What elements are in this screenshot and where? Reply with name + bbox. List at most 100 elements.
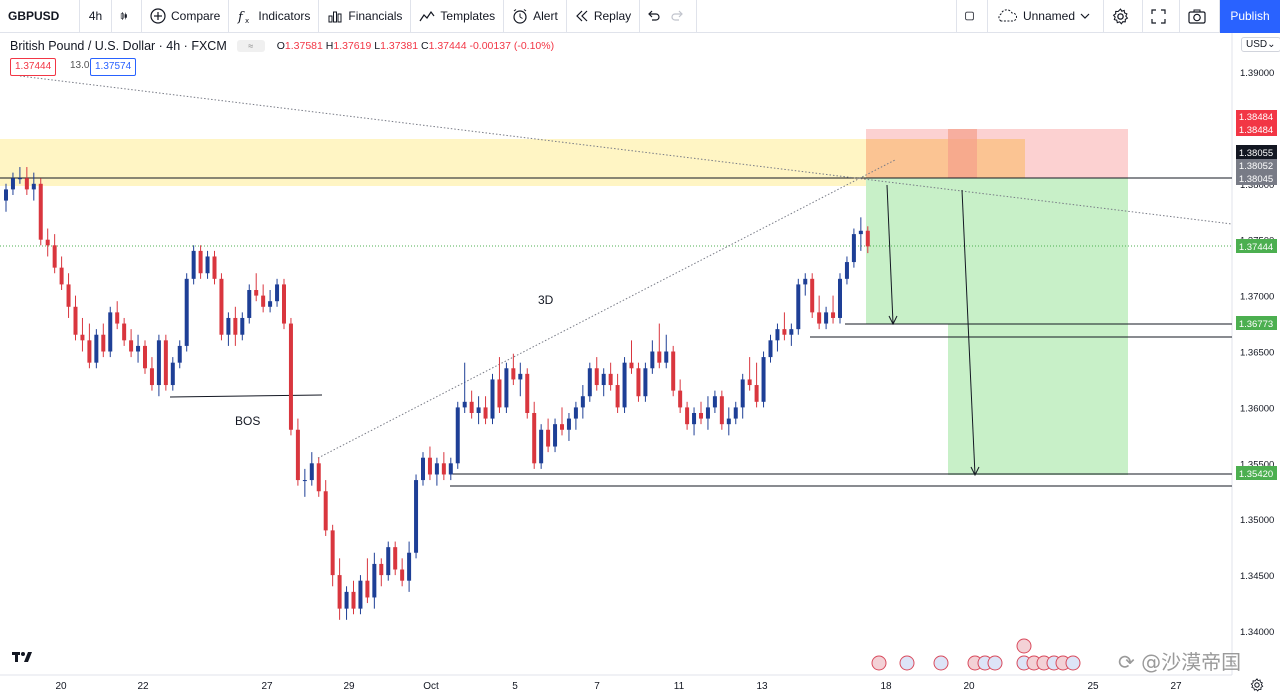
candle-body bbox=[865, 230, 870, 247]
candle-body bbox=[671, 351, 676, 391]
candle-body bbox=[372, 563, 377, 598]
candle-body bbox=[824, 312, 829, 324]
candle-body bbox=[441, 463, 446, 475]
time-axis[interactable]: 20 22 27 29 Oct 5 7 11 13 18 20 25 27 bbox=[55, 681, 1182, 692]
candle-body bbox=[747, 379, 752, 386]
candle-body bbox=[560, 424, 564, 430]
candle-body bbox=[546, 429, 551, 447]
annotation-3d: 3D bbox=[538, 293, 554, 307]
legend-toggle[interactable]: ≈ bbox=[236, 40, 265, 52]
time-tick-label: 27 bbox=[261, 681, 273, 692]
candle-body bbox=[358, 580, 363, 609]
candle-body bbox=[490, 379, 495, 419]
candle-body bbox=[80, 334, 85, 341]
svg-text:1.38045: 1.38045 bbox=[1239, 174, 1273, 185]
price-tick-label: 1.36000 bbox=[1240, 403, 1274, 414]
snapshot-button[interactable] bbox=[1179, 0, 1220, 33]
candle-body bbox=[643, 368, 648, 397]
price-tick-label: 1.35500 bbox=[1240, 459, 1274, 470]
currency-selector[interactable]: USD⌄ bbox=[1241, 37, 1280, 52]
price-label-sl-1: 1.38484 bbox=[1236, 110, 1277, 123]
redo-icon[interactable] bbox=[671, 9, 685, 23]
financials-button[interactable]: Financials bbox=[319, 0, 412, 33]
svg-text:x: x bbox=[245, 17, 249, 24]
interval-button[interactable]: 4h bbox=[80, 0, 112, 33]
chevron-down-icon bbox=[1080, 13, 1090, 19]
candle-body bbox=[52, 245, 57, 268]
chart-legend: British Pound / U.S. Dollar · 4h · FXCM … bbox=[10, 39, 554, 53]
chart-type-button[interactable] bbox=[112, 0, 142, 33]
candle-body bbox=[295, 429, 300, 481]
candle-body bbox=[803, 278, 808, 285]
replay-button[interactable]: Replay bbox=[567, 0, 639, 33]
price-tick-label: 1.36500 bbox=[1240, 348, 1274, 359]
descending-trendline bbox=[19, 75, 1233, 225]
indicators-label: Indicators bbox=[258, 9, 311, 23]
candle-body bbox=[365, 580, 370, 598]
take-profit-zone-1 bbox=[866, 178, 948, 324]
candle-body bbox=[337, 575, 342, 609]
candle-body bbox=[587, 368, 592, 397]
candle-body bbox=[247, 290, 252, 318]
candle-body bbox=[594, 368, 599, 386]
templates-button[interactable]: Templates bbox=[411, 0, 505, 33]
publish-label: Publish bbox=[1230, 9, 1270, 23]
candle-body bbox=[469, 401, 474, 413]
settings-button[interactable] bbox=[1104, 0, 1143, 33]
candle-body bbox=[87, 340, 92, 363]
buy-button[interactable]: 1.37574 bbox=[90, 58, 137, 76]
templates-icon bbox=[419, 10, 435, 22]
price-tick-label: 1.37000 bbox=[1240, 292, 1274, 303]
event-flag-us bbox=[899, 655, 915, 671]
layout-toggle[interactable] bbox=[955, 0, 988, 33]
candle-body bbox=[66, 284, 71, 307]
event-flag-uk bbox=[871, 655, 887, 671]
candle-body bbox=[601, 373, 606, 386]
price-label-entry-3: 1.38045 bbox=[1236, 172, 1277, 185]
arrow-head-1 bbox=[888, 315, 898, 326]
price-tick-label: 1.34500 bbox=[1240, 571, 1274, 582]
sell-button[interactable]: 1.37444 bbox=[10, 58, 57, 76]
symbol-label: GBPUSD bbox=[8, 9, 60, 23]
candle-body bbox=[858, 230, 863, 235]
candle-body bbox=[24, 178, 29, 190]
compare-button[interactable]: Compare bbox=[142, 0, 230, 33]
price-chart[interactable]: BOS 3D 1.34000 1.34500 1.35000 1.35500 1.360… bbox=[0, 33, 1280, 698]
candle-body bbox=[31, 183, 36, 190]
entry-overlap-zone bbox=[866, 139, 1025, 178]
candle-body bbox=[685, 407, 690, 425]
candle-body bbox=[448, 463, 453, 475]
candle-body bbox=[205, 256, 210, 274]
candle-body bbox=[407, 552, 412, 581]
undo-button[interactable] bbox=[639, 0, 698, 33]
tradingview-logo[interactable] bbox=[12, 650, 34, 664]
publish-button[interactable]: Publish bbox=[1220, 0, 1280, 33]
svg-text:1.35420: 1.35420 bbox=[1239, 469, 1273, 480]
symbol-search-button[interactable]: GBPUSD bbox=[0, 0, 80, 33]
layout-name-button[interactable]: Unnamed bbox=[988, 0, 1104, 33]
candle-body bbox=[851, 234, 856, 263]
candle-body bbox=[566, 418, 571, 430]
economic-events[interactable] bbox=[871, 638, 1081, 671]
ascending-trendline bbox=[317, 159, 896, 459]
symbol-title[interactable]: British Pound / U.S. Dollar · 4h · FXCM bbox=[10, 39, 227, 53]
weibo-icon: ⟳ @ bbox=[1118, 650, 1162, 674]
candle-body bbox=[705, 407, 710, 419]
candle-body bbox=[657, 351, 662, 363]
high-value: 1.37619 bbox=[333, 40, 372, 52]
price-label-tp-2: 1.35420 bbox=[1236, 466, 1277, 480]
candle-body bbox=[330, 530, 335, 576]
alert-button[interactable]: Alert bbox=[504, 0, 567, 33]
candle-body bbox=[94, 334, 99, 363]
candle-body bbox=[261, 295, 266, 307]
chart-settings-icon[interactable] bbox=[1250, 678, 1264, 692]
candle-body bbox=[817, 312, 822, 324]
svg-text:1.38484: 1.38484 bbox=[1239, 112, 1273, 123]
arrow-to-target-2 bbox=[961, 189, 976, 476]
candle-body bbox=[844, 262, 849, 279]
fullscreen-button[interactable] bbox=[1143, 0, 1179, 33]
financials-label: Financials bbox=[348, 9, 403, 23]
annotation-bos: BOS bbox=[235, 414, 260, 428]
candle-body bbox=[504, 368, 509, 408]
